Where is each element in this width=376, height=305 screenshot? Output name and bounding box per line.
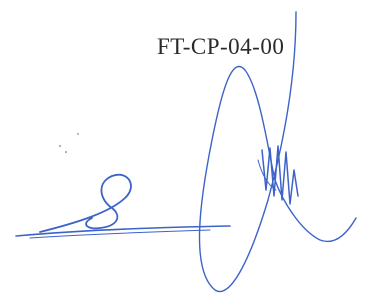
page: {"document": {"code": "FT-CP-04-00"}} FT… xyxy=(0,0,376,305)
signature-left xyxy=(16,175,230,238)
scan-specks xyxy=(59,133,79,153)
document-code: FT-CP-04-00 xyxy=(157,34,284,60)
